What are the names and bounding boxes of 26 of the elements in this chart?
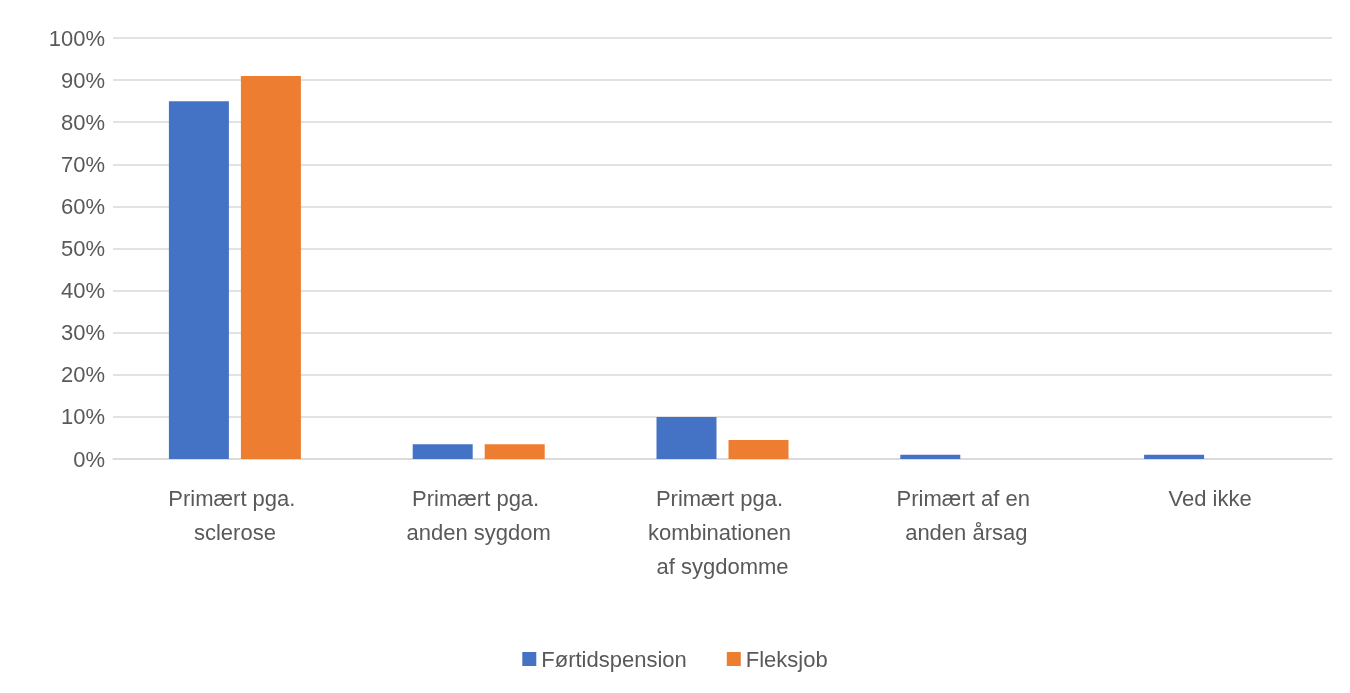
y-tick-label: 70% <box>60 151 105 177</box>
y-tick-label: 40% <box>60 278 105 304</box>
y-tick-label: 0% <box>73 446 105 472</box>
x-tick-label: Primært pga. kombinationen af sygdomme <box>647 485 798 579</box>
bar <box>656 416 717 459</box>
x-tick-label: Ved ikke <box>1168 485 1252 511</box>
y-tick-label: 90% <box>60 67 105 93</box>
bar <box>168 101 229 459</box>
bar <box>412 444 473 459</box>
y-tick-label: 30% <box>60 320 105 346</box>
y-tick-label: 20% <box>60 362 105 388</box>
bar <box>1144 454 1205 459</box>
x-tick-label: Primært pga. anden sygdom <box>406 485 551 545</box>
y-tick-label: 60% <box>60 193 105 219</box>
legend-label: Førtidspension <box>541 646 687 672</box>
legend-label: Fleksjob <box>745 646 828 672</box>
y-tick-label: 80% <box>60 109 105 135</box>
y-tick-label: 100% <box>48 25 105 51</box>
bar <box>900 454 961 459</box>
y-tick-label: 50% <box>60 236 105 261</box>
y-tick-label: 10% <box>60 404 105 430</box>
bar <box>484 444 545 459</box>
bar <box>728 440 789 459</box>
x-tick-label: Primært pga. sclerose <box>168 485 302 545</box>
x-tick-label: Primært af en anden årsag <box>896 485 1036 545</box>
bar <box>240 75 301 459</box>
